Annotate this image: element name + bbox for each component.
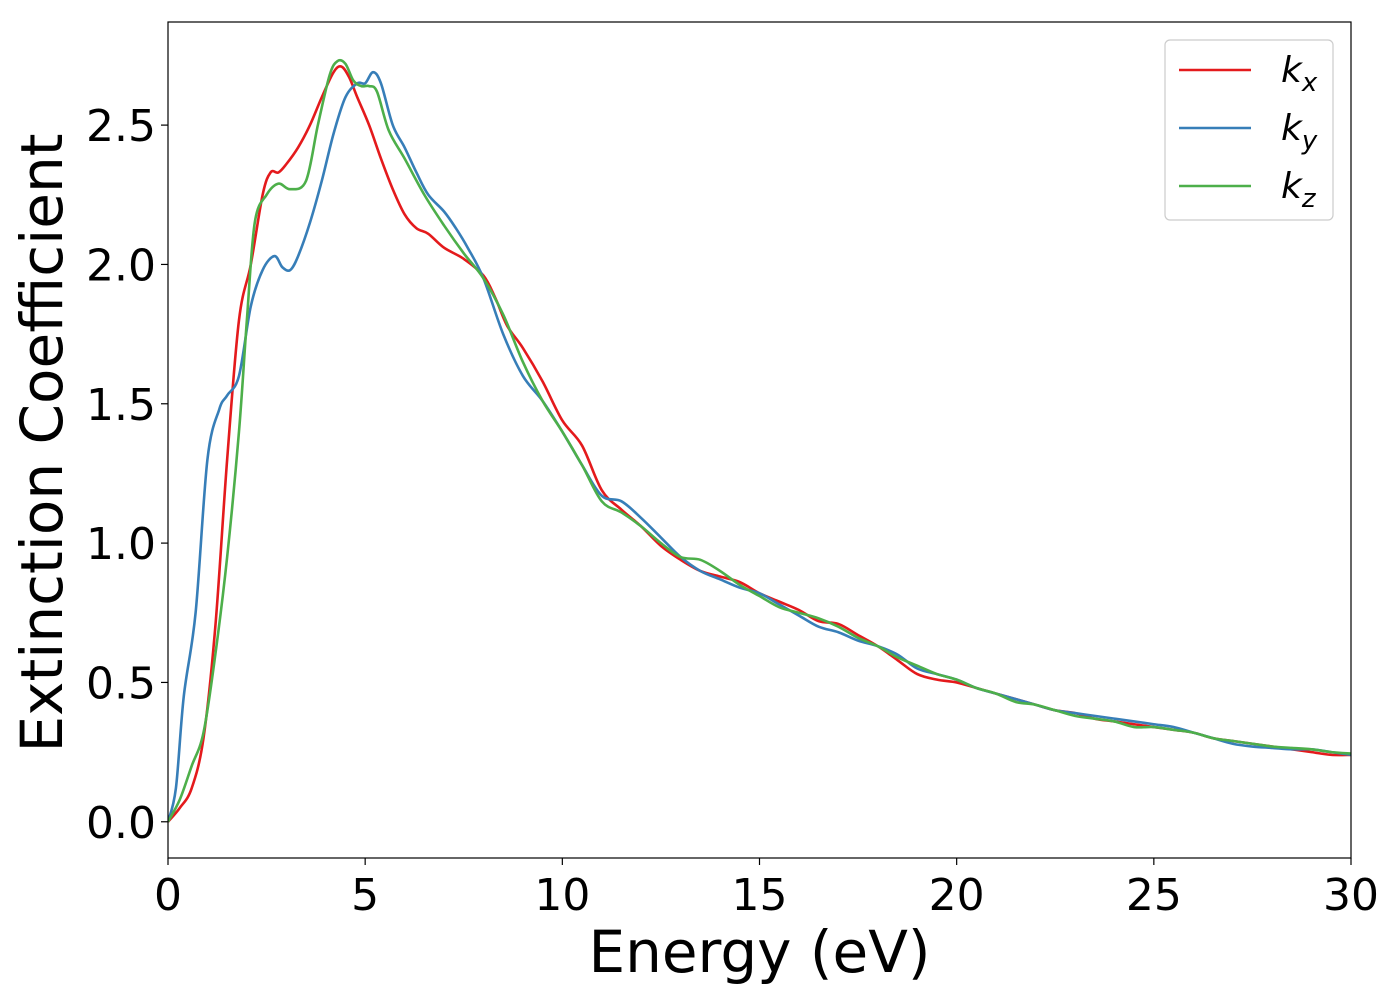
legend-box — [1164, 39, 1334, 221]
x-tick-label: 5 — [351, 870, 379, 921]
series-layer — [168, 58, 1351, 823]
x-tick-label: 10 — [534, 870, 590, 921]
series-line-k-z — [168, 58, 1351, 823]
legend-label-base: k — [1281, 50, 1304, 91]
x-axis-ticks: 0 5 10 15 20 25 30 — [154, 858, 1379, 921]
series-line-k-y — [168, 70, 1351, 823]
y-tick-label: 2.5 — [86, 101, 156, 152]
legend-label-base: k — [1281, 108, 1304, 149]
y-tick-label: 0.0 — [86, 798, 156, 849]
legend-label-k-y: ky — [1281, 108, 1318, 156]
x-tick-label: 15 — [732, 870, 788, 921]
x-axis-title: Energy (eV) — [588, 918, 930, 986]
legend-label-subscript: z — [1301, 184, 1317, 214]
x-tick-label: 0 — [154, 870, 182, 921]
legend-label-subscript: y — [1301, 126, 1318, 156]
y-tick-label: 0.5 — [86, 658, 156, 709]
x-tick-label: 25 — [1126, 870, 1182, 921]
y-tick-label: 2.0 — [86, 240, 156, 291]
y-tick-label: 1.5 — [86, 380, 156, 431]
legend-label-subscript: x — [1301, 68, 1318, 98]
x-tick-label: 30 — [1323, 870, 1379, 921]
y-tick-label: 1.0 — [86, 519, 156, 570]
legend-label-k-z: kz — [1281, 166, 1317, 214]
legend-label-base: k — [1281, 166, 1304, 207]
y-axis-ticks: 0.0 0.5 1.0 1.5 2.0 2.5 — [86, 101, 168, 849]
y-axis-title: Extinction Coefficient — [8, 134, 76, 753]
x-tick-label: 20 — [929, 870, 985, 921]
legend-label-k-x: kx — [1281, 50, 1318, 98]
